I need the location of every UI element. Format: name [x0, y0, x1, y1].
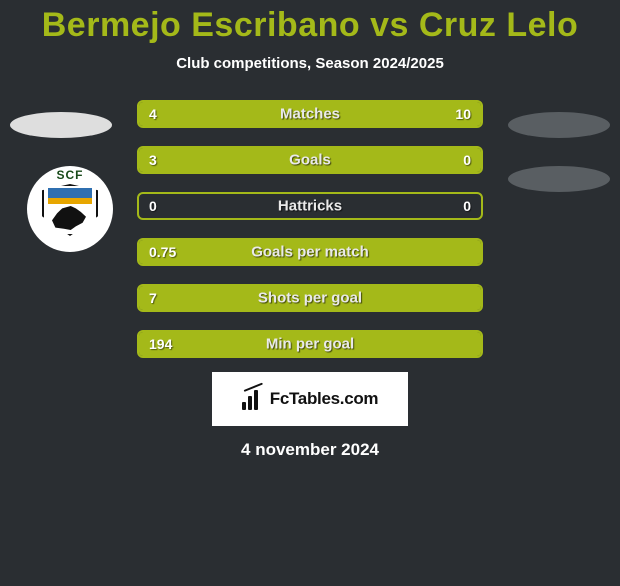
bar-row: 7 Shots per goal	[137, 284, 483, 312]
bar-row: 3 0 Goals	[137, 146, 483, 174]
bar-value-right: 0	[463, 198, 471, 214]
fctables-icon	[242, 388, 264, 410]
bar-metric-label: Min per goal	[266, 336, 354, 353]
bar-value-right: 0	[463, 152, 471, 168]
bar-value-left: 0.75	[149, 244, 176, 260]
page-title: Bermejo Escribano vs Cruz Lelo	[0, 6, 620, 45]
date-text: 4 november 2024	[0, 440, 620, 460]
bar-value-left: 4	[149, 106, 157, 122]
bar-row: 194 Min per goal	[137, 330, 483, 358]
left-player-shape	[10, 112, 112, 138]
bar-value-left: 194	[149, 336, 172, 352]
bar-metric-label: Goals	[289, 152, 331, 169]
bar-fill-right	[237, 102, 481, 126]
bar-metric-label: Shots per goal	[258, 290, 362, 307]
bar-metric-label: Matches	[280, 106, 340, 123]
bar-row: 0.75 Goals per match	[137, 238, 483, 266]
bar-fill-left	[139, 148, 402, 172]
bar-metric-label: Goals per match	[251, 244, 369, 261]
fctables-badge: FcTables.com	[212, 372, 408, 426]
fctables-text: FcTables.com	[270, 389, 379, 409]
bar-value-left: 0	[149, 198, 157, 214]
comparison-bars: 4 10 Matches 3 0 Goals 0 0 Hattricks 0.75 Goals pe…	[137, 100, 483, 358]
bar-value-left: 3	[149, 152, 157, 168]
bar-value-right: 10	[455, 106, 471, 122]
right-player-shape-1	[508, 112, 610, 138]
comparison-content: SCF 4 10 Matches 3 0 Goals 0 0 Hattricks 0.75 Goal…	[0, 100, 620, 460]
bar-metric-label: Hattricks	[278, 198, 342, 215]
club-logo-text: SCF	[57, 168, 84, 182]
club-logo: SCF	[27, 166, 113, 252]
club-shield-icon	[42, 184, 98, 236]
subtitle: Club competitions, Season 2024/2025	[0, 55, 620, 72]
bar-row: 0 0 Hattricks	[137, 192, 483, 220]
right-player-shape-2	[508, 166, 610, 192]
bar-row: 4 10 Matches	[137, 100, 483, 128]
bar-value-left: 7	[149, 290, 157, 306]
